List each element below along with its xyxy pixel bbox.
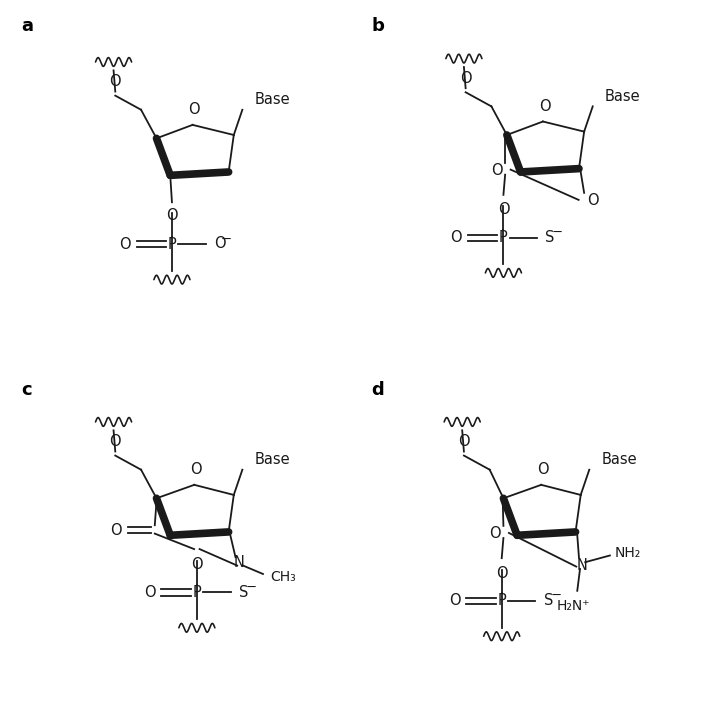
Text: −: − xyxy=(550,589,561,602)
Text: P: P xyxy=(168,237,176,252)
Text: O: O xyxy=(587,193,598,208)
Text: a: a xyxy=(21,17,33,35)
Text: Base: Base xyxy=(605,89,640,104)
Text: Base: Base xyxy=(254,92,290,107)
Text: NH₂: NH₂ xyxy=(615,546,641,560)
Text: O: O xyxy=(496,565,508,580)
Text: c: c xyxy=(21,381,31,398)
Text: Base: Base xyxy=(254,452,290,467)
Text: S: S xyxy=(545,230,554,245)
Text: O: O xyxy=(190,463,202,478)
Text: −: − xyxy=(246,580,257,593)
Text: O: O xyxy=(119,237,131,252)
Text: O: O xyxy=(166,208,178,223)
Text: O: O xyxy=(450,230,462,245)
Text: −: − xyxy=(221,233,232,246)
Text: O: O xyxy=(491,163,503,178)
Text: O: O xyxy=(191,557,202,572)
Text: O: O xyxy=(110,74,121,89)
Text: P: P xyxy=(193,585,201,600)
Text: N: N xyxy=(576,558,587,573)
Text: N: N xyxy=(234,555,244,570)
Text: −: − xyxy=(552,226,564,238)
Text: O: O xyxy=(539,99,550,114)
Text: O: O xyxy=(449,593,460,608)
Text: S: S xyxy=(544,593,553,608)
Text: O: O xyxy=(498,202,510,217)
Text: O: O xyxy=(110,434,121,449)
Text: O: O xyxy=(489,526,501,541)
Text: O: O xyxy=(110,523,122,538)
Text: O: O xyxy=(214,236,225,251)
Text: d: d xyxy=(371,381,384,398)
Text: S: S xyxy=(239,585,248,600)
Text: CH₃: CH₃ xyxy=(270,570,296,583)
Text: O: O xyxy=(459,71,472,86)
Text: O: O xyxy=(458,434,469,449)
Text: O: O xyxy=(144,585,156,600)
Text: P: P xyxy=(497,593,506,608)
Text: Base: Base xyxy=(601,452,637,467)
Text: O: O xyxy=(537,463,549,478)
Text: O: O xyxy=(188,103,200,118)
Text: P: P xyxy=(499,230,508,245)
Text: H₂N⁺: H₂N⁺ xyxy=(557,599,590,613)
Text: b: b xyxy=(371,17,384,35)
